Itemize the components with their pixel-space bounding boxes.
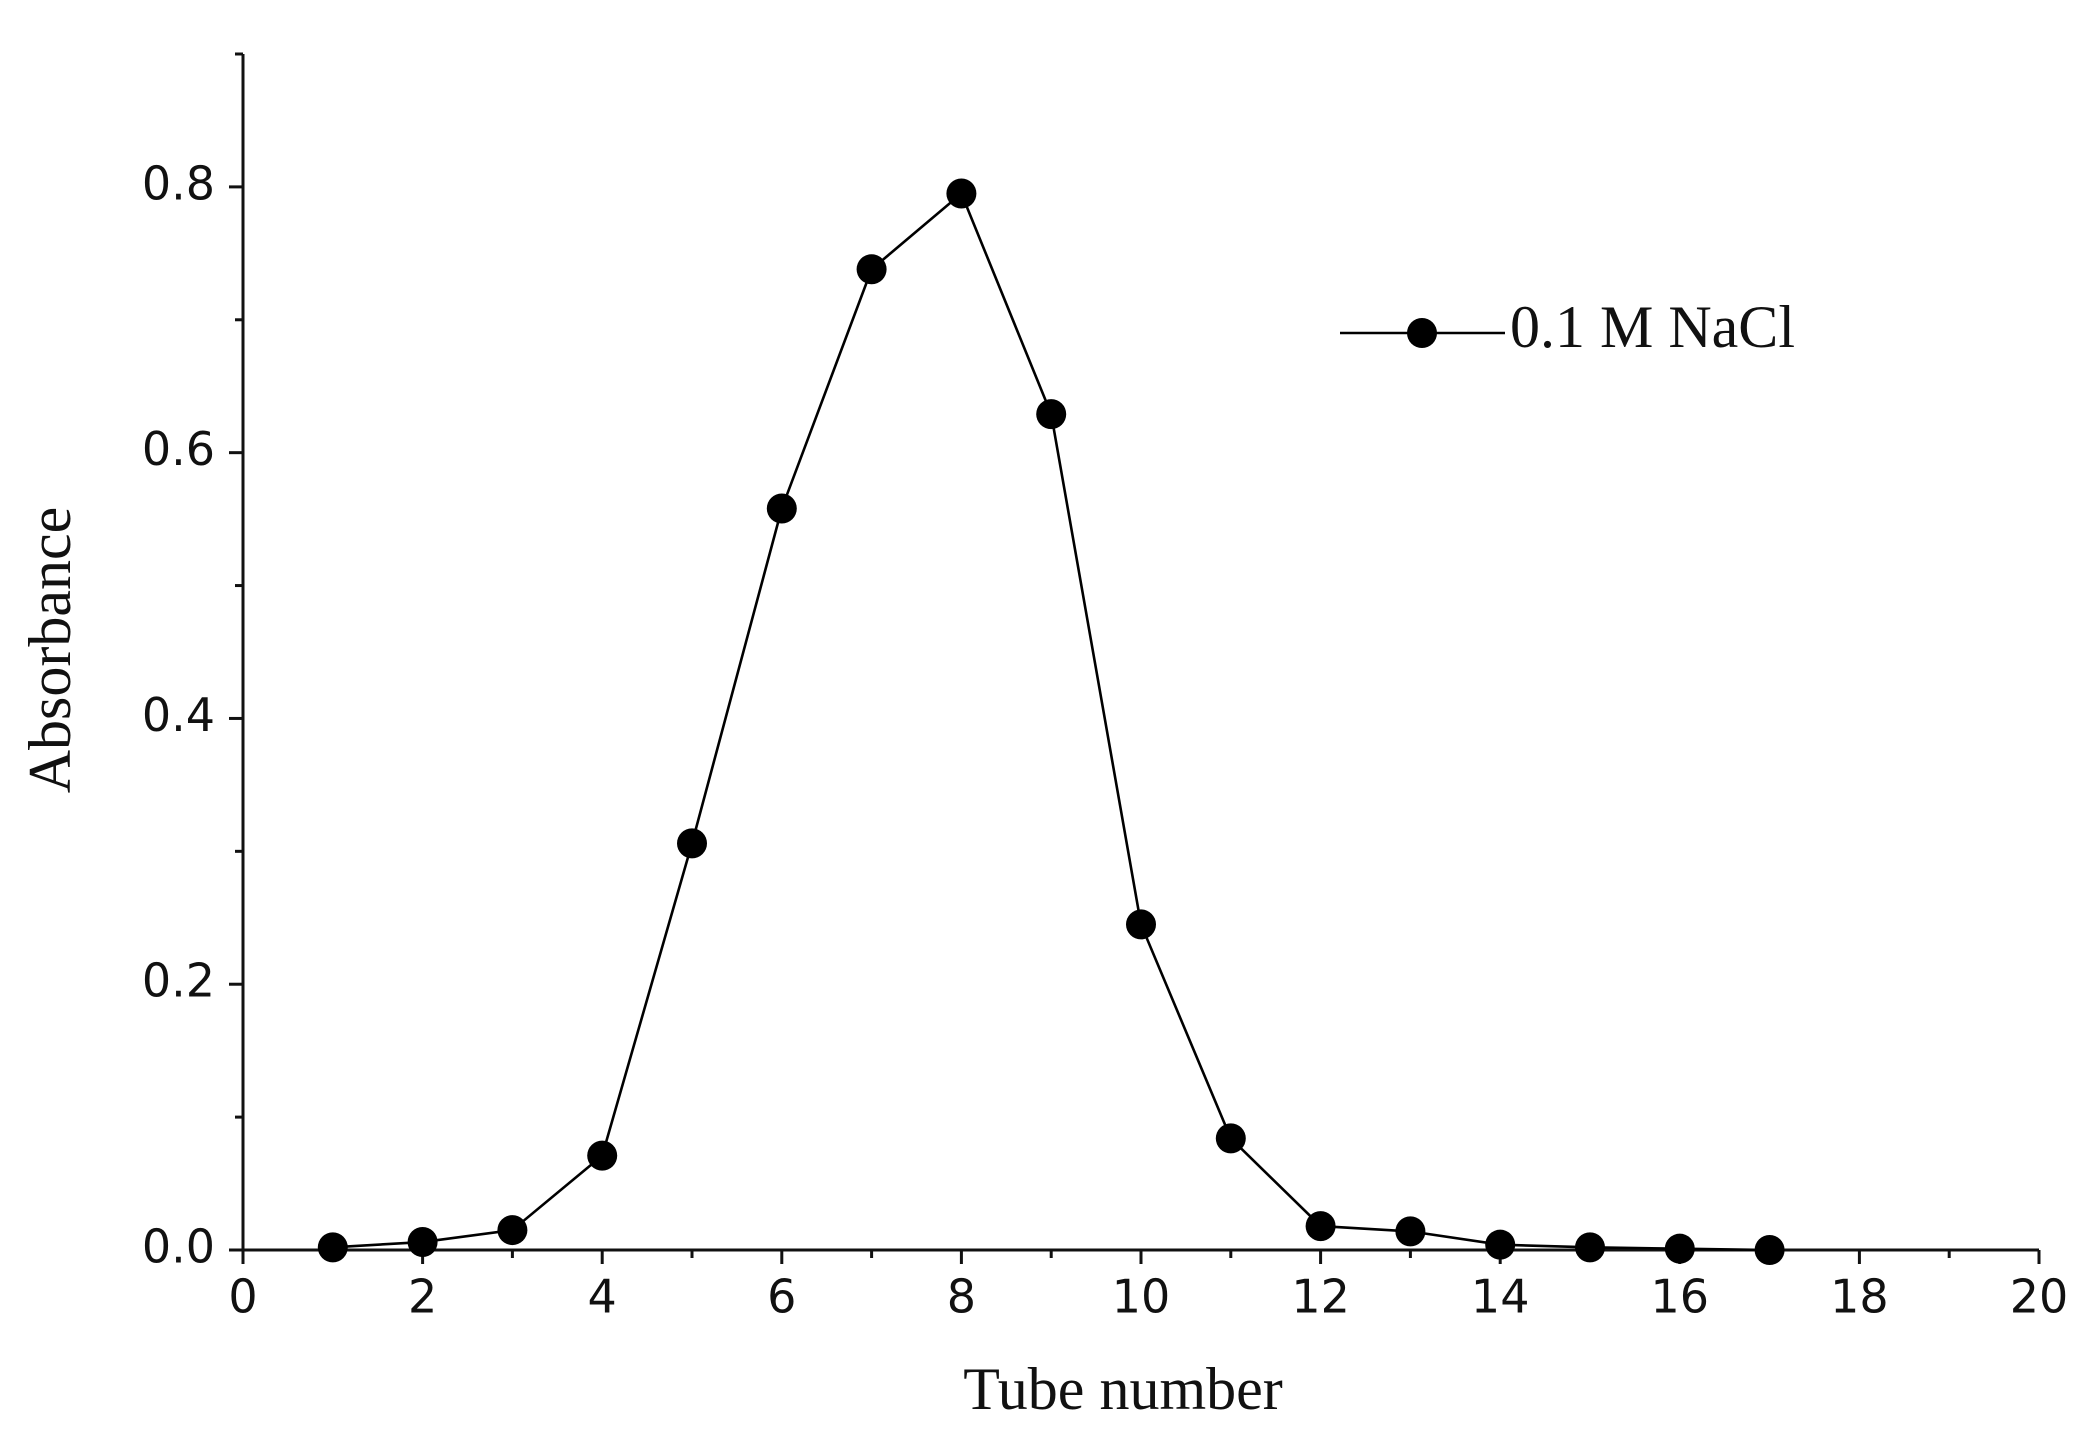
y-axis-title: Absorbance — [17, 507, 83, 794]
data-point — [587, 1140, 618, 1171]
x-tick-label: 2 — [408, 1270, 437, 1324]
data-point — [1395, 1216, 1426, 1247]
data-point — [407, 1227, 438, 1258]
data-point — [856, 254, 887, 285]
data-point — [317, 1232, 348, 1263]
x-tick-label: 8 — [947, 1270, 976, 1324]
data-point — [946, 178, 977, 209]
y-tick-label: 0.4 — [142, 688, 215, 742]
y-tick-label: 0.6 — [142, 422, 215, 476]
x-tick-label: 20 — [2010, 1270, 2069, 1324]
data-point — [1126, 909, 1156, 940]
data-point — [1215, 1123, 1246, 1154]
x-tick-label: 6 — [767, 1270, 796, 1324]
data-point — [497, 1215, 528, 1246]
y-tick-label: 0.0 — [142, 1220, 215, 1274]
data-point — [1036, 399, 1067, 430]
data-point — [1754, 1235, 1785, 1265]
x-axis-title: Tube number — [963, 1356, 1282, 1422]
x-tick-label: 0 — [228, 1270, 257, 1324]
data-point — [1664, 1233, 1695, 1264]
legend-label: 0.1 M NaCl — [1510, 294, 1795, 360]
x-tick-label: 18 — [1830, 1270, 1889, 1324]
x-tick-label: 16 — [1651, 1270, 1710, 1324]
x-tick-label: 14 — [1471, 1270, 1530, 1324]
data-point — [766, 493, 797, 524]
y-tick-label: 0.2 — [142, 954, 215, 1008]
data-point — [1305, 1211, 1336, 1242]
x-tick-label: 4 — [588, 1270, 617, 1324]
y-tick-label: 0.8 — [142, 156, 215, 210]
data-point — [677, 828, 707, 859]
x-tick-label: 10 — [1112, 1270, 1171, 1324]
legend-marker — [1407, 318, 1437, 348]
x-tick-label: 12 — [1291, 1270, 1350, 1324]
data-point — [1575, 1232, 1605, 1263]
data-point — [1485, 1229, 1516, 1260]
